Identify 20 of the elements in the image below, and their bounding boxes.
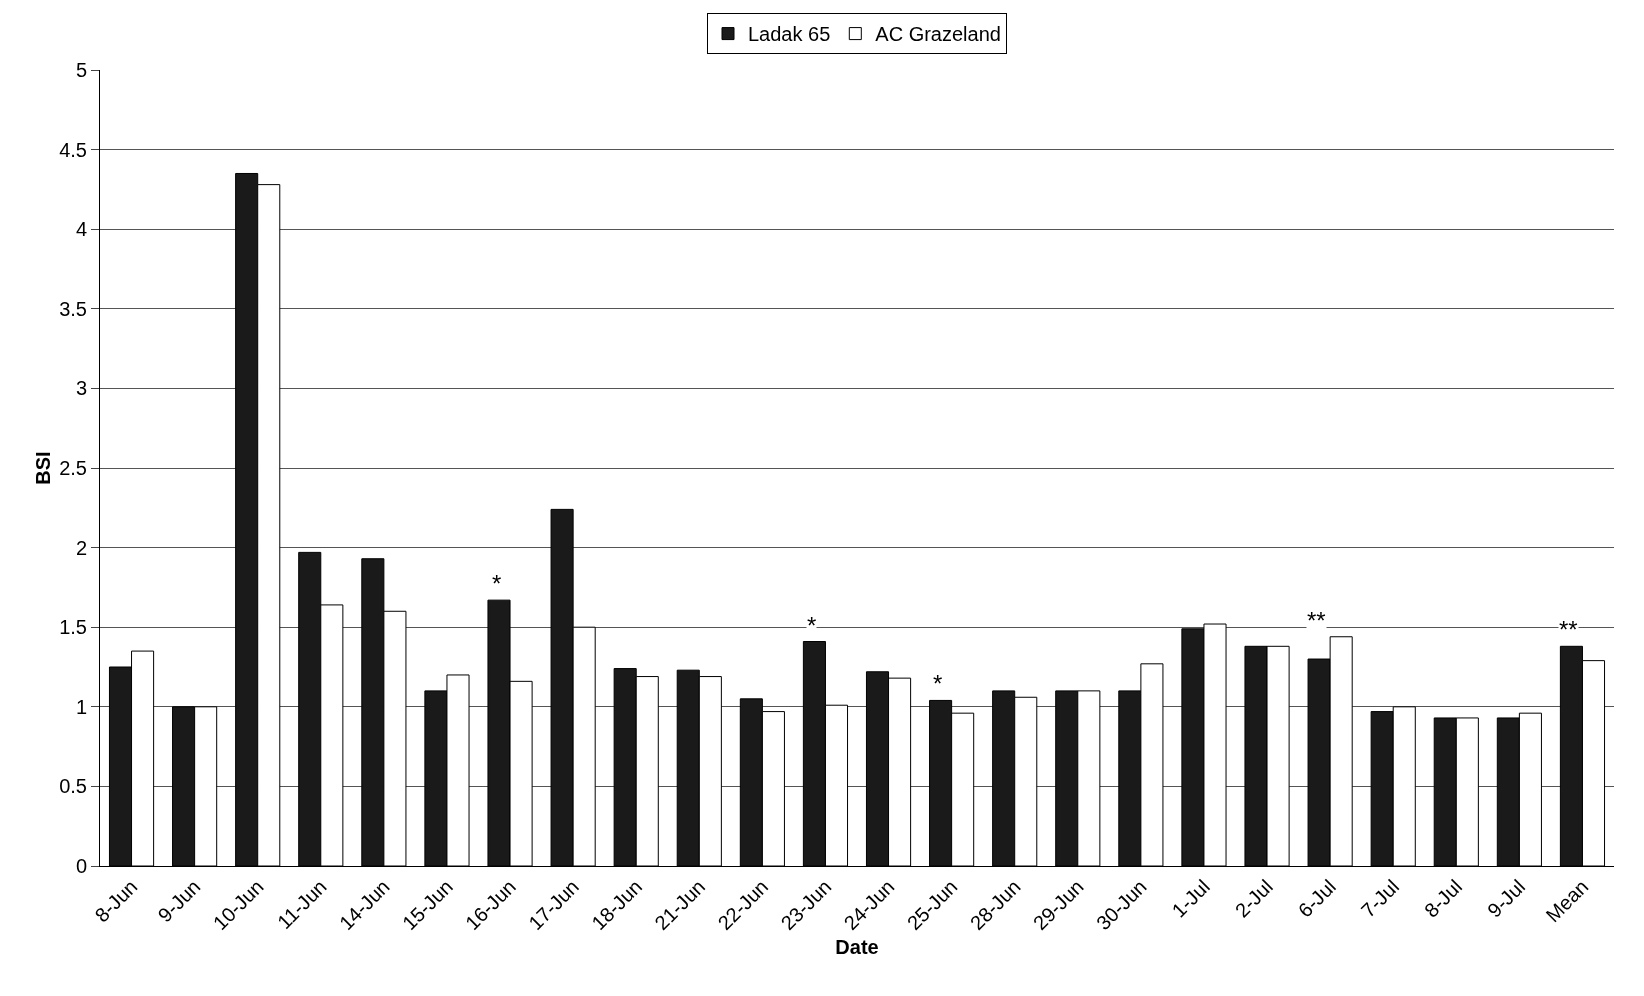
legend-label: Ladak 65 [748,23,831,46]
y-tick-label: 0.5 [59,775,87,798]
y-tick-label: 3.5 [59,297,87,320]
annotation: * [807,612,817,639]
y-tick-label: 4 [75,218,87,241]
y-axis-title: BSI [32,451,54,485]
y-tick-label: 4.5 [59,138,87,161]
y-tick-label: 2 [75,536,87,559]
legend-label: AC Grazeland [875,23,1001,46]
annotation: * [933,670,943,697]
y-tick-label: 1 [75,695,87,718]
y-tick-label: 5 [75,59,87,81]
y-tick-label: 0 [75,855,87,877]
annotation: * [492,570,502,597]
annotation: ** [1559,616,1578,643]
y-tick-label: 2.5 [59,457,87,479]
y-tick-label: 1.5 [59,616,87,639]
x-axis-title: Date [835,936,879,959]
y-tick-label: 3 [75,377,87,400]
annotation: ** [1307,607,1326,634]
